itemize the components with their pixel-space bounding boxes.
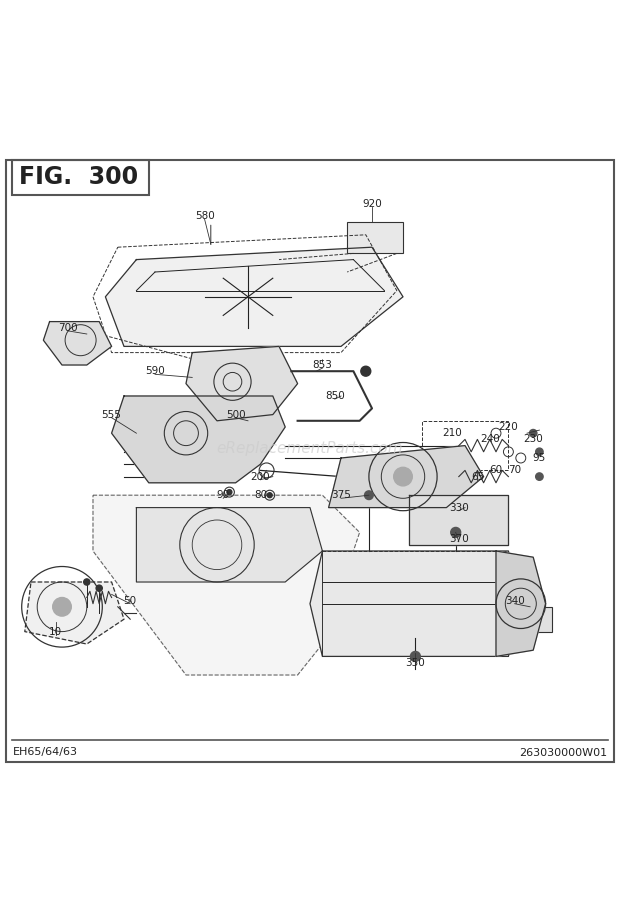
- Circle shape: [96, 585, 102, 592]
- Circle shape: [84, 579, 90, 585]
- Polygon shape: [136, 507, 322, 582]
- Text: 230: 230: [523, 434, 543, 444]
- Text: 70: 70: [508, 465, 521, 475]
- Circle shape: [536, 473, 543, 480]
- Text: EH65/64/63: EH65/64/63: [12, 747, 78, 758]
- Text: 370: 370: [449, 534, 469, 543]
- Polygon shape: [112, 396, 285, 483]
- Polygon shape: [496, 551, 546, 657]
- Text: 240: 240: [480, 434, 500, 444]
- Circle shape: [410, 651, 420, 661]
- Text: 590: 590: [145, 366, 165, 376]
- Text: 853: 853: [312, 360, 332, 370]
- Polygon shape: [310, 551, 521, 657]
- Text: 500: 500: [226, 409, 246, 420]
- Text: 50: 50: [123, 595, 137, 605]
- Circle shape: [361, 366, 371, 376]
- Text: 210: 210: [443, 428, 463, 438]
- Circle shape: [394, 467, 412, 485]
- Text: 920: 920: [362, 199, 382, 209]
- Text: 80: 80: [254, 490, 267, 500]
- Polygon shape: [25, 582, 124, 644]
- Text: 263030000W01: 263030000W01: [520, 747, 608, 758]
- Text: 580: 580: [195, 212, 215, 221]
- Text: 375: 375: [331, 490, 351, 500]
- Text: 700: 700: [58, 322, 78, 333]
- Text: 330: 330: [449, 503, 469, 513]
- Text: FIG.  300: FIG. 300: [19, 165, 138, 189]
- Circle shape: [529, 430, 537, 437]
- Polygon shape: [186, 346, 298, 420]
- Bar: [347, 223, 403, 254]
- Polygon shape: [93, 496, 360, 675]
- Text: 220: 220: [498, 422, 518, 432]
- Text: 90: 90: [216, 490, 230, 500]
- Polygon shape: [43, 322, 112, 365]
- Circle shape: [267, 493, 272, 497]
- Circle shape: [451, 528, 461, 538]
- Circle shape: [53, 597, 71, 616]
- Text: 65: 65: [471, 472, 484, 482]
- Circle shape: [365, 491, 373, 499]
- Circle shape: [536, 448, 543, 455]
- Text: 60: 60: [489, 465, 503, 475]
- Text: 340: 340: [505, 595, 525, 605]
- Bar: [515, 606, 552, 632]
- Polygon shape: [409, 496, 508, 545]
- Bar: [422, 420, 508, 471]
- Text: 95: 95: [533, 453, 546, 463]
- Polygon shape: [105, 247, 403, 346]
- Circle shape: [227, 490, 232, 495]
- Text: 555: 555: [102, 409, 122, 420]
- Text: 10: 10: [49, 627, 63, 637]
- Text: eReplacementParts.com: eReplacementParts.com: [216, 442, 404, 456]
- Text: 850: 850: [325, 391, 345, 401]
- Text: 350: 350: [405, 658, 425, 668]
- Text: 200: 200: [250, 472, 270, 482]
- Polygon shape: [329, 445, 484, 507]
